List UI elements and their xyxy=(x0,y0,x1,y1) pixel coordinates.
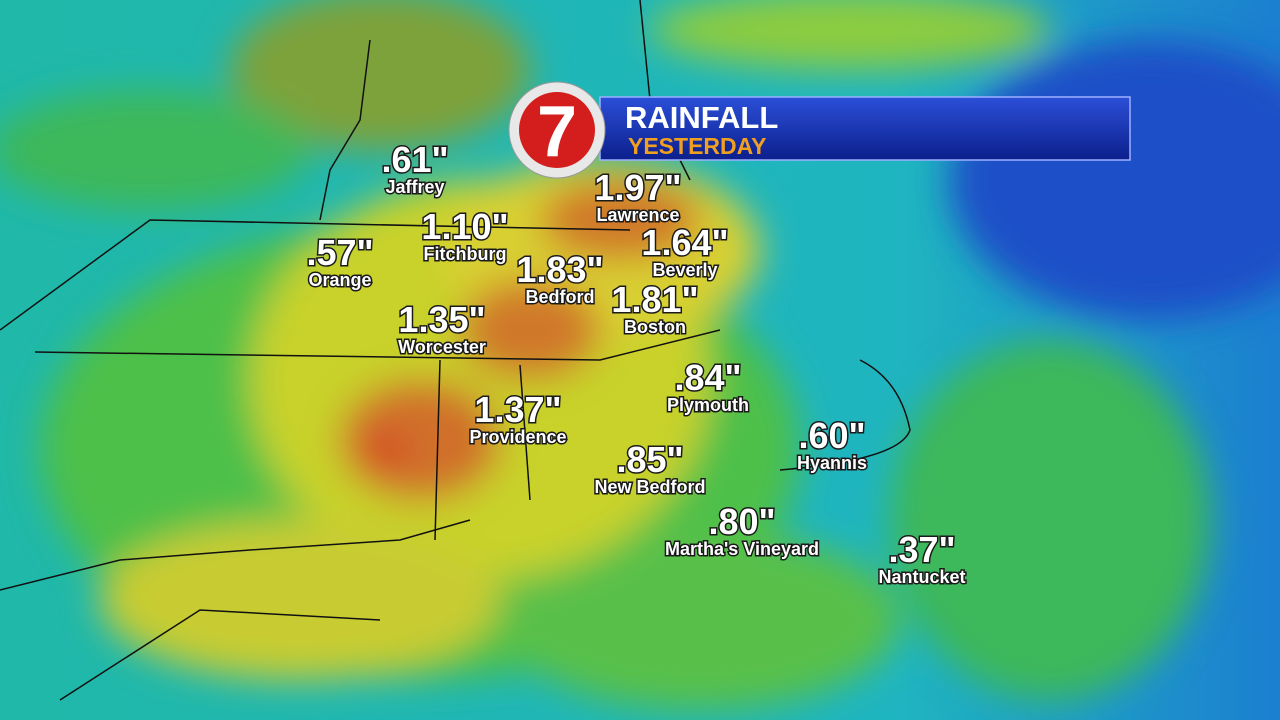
logo-disc xyxy=(519,92,595,168)
location-name: Providence xyxy=(469,427,566,447)
rainfall-amount: .61" xyxy=(381,139,448,180)
rainfall-amount: 1.35" xyxy=(398,299,485,340)
rainfall-amount: 1.97" xyxy=(594,167,681,208)
location-name: Jaffrey xyxy=(385,177,444,197)
rainfall-amount: .84" xyxy=(674,357,741,398)
rainfall-amount: .85" xyxy=(616,439,683,480)
location-name: Hyannis xyxy=(797,453,867,473)
location-name: Orange xyxy=(308,270,371,290)
location-name: Worcester xyxy=(398,337,486,357)
rainfall-amount: 1.83" xyxy=(516,249,603,290)
rainfall-amount: 1.37" xyxy=(474,389,561,430)
location-name: Beverly xyxy=(652,260,717,280)
subtitle: YESTERDAY xyxy=(628,133,766,159)
rainfall-amount: .57" xyxy=(306,232,373,273)
logo: 7 xyxy=(537,92,577,172)
rainfall-amount: 1.64" xyxy=(641,222,728,263)
title: RAINFALL xyxy=(625,100,778,135)
rainfall-amount: .60" xyxy=(798,415,865,456)
rainfall-amount: 1.10" xyxy=(421,206,508,247)
location-name: Boston xyxy=(624,317,686,337)
rainfall-amount: 1.81" xyxy=(611,279,698,320)
location-name: Bedford xyxy=(526,287,595,307)
location-name: Nantucket xyxy=(878,567,965,587)
location-name: New Bedford xyxy=(594,477,705,497)
header: RAINFALL YESTERDAY 7 xyxy=(508,81,1131,179)
location-labels: .61"Jaffrey 1.97"Lawrence 1.10"Fitchburg 1.… xyxy=(305,138,967,589)
location-name: Fitchburg xyxy=(424,244,507,264)
location-name: Martha's Vineyard xyxy=(665,539,819,559)
rainfall-amount: .37" xyxy=(888,529,955,570)
location-name: Plymouth xyxy=(667,395,749,415)
location-name: Lawrence xyxy=(596,205,679,225)
rainfall-amount: .80" xyxy=(708,501,775,542)
